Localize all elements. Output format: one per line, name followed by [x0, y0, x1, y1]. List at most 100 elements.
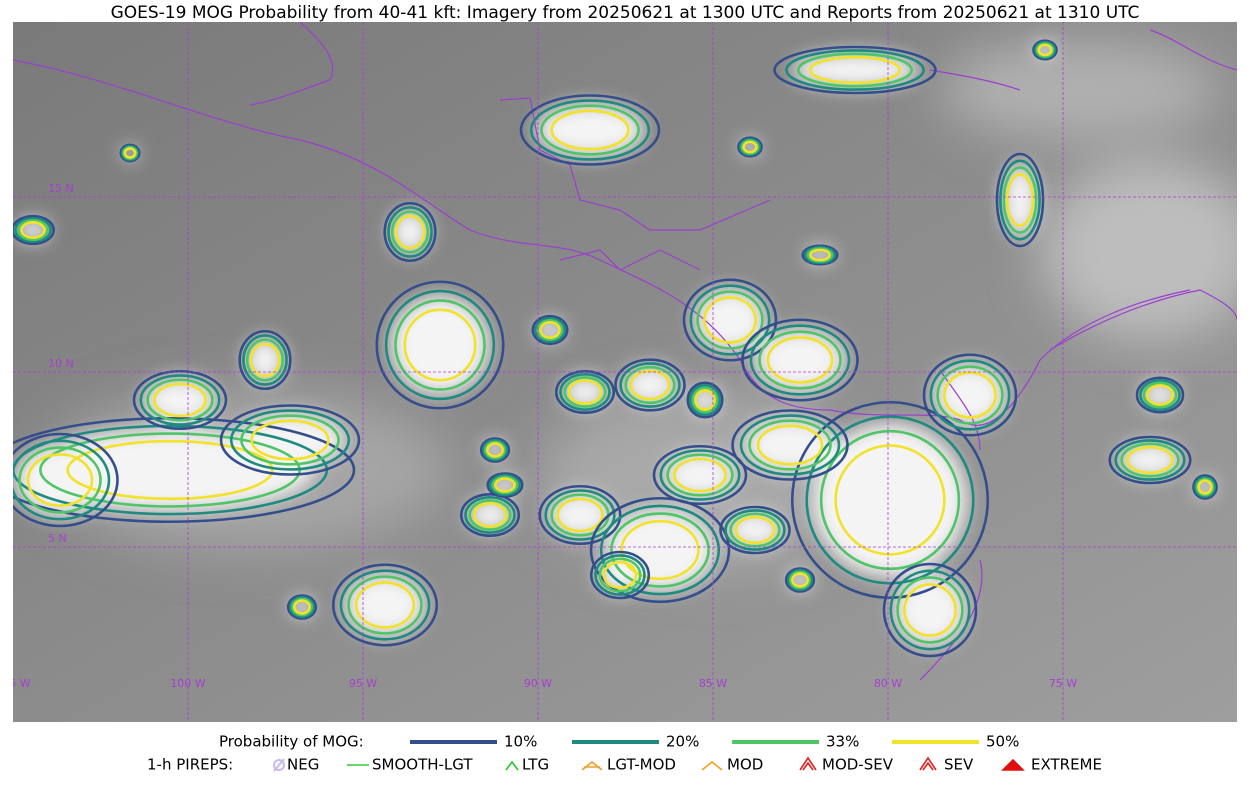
probability-contour — [619, 362, 681, 408]
probability-contour — [805, 415, 975, 585]
probability-contour — [806, 247, 834, 263]
probability-contour — [531, 314, 569, 346]
probability-contour — [673, 457, 727, 493]
probability-contour — [929, 359, 1011, 431]
probability-contour — [146, 378, 214, 422]
probability-contour — [1002, 166, 1038, 234]
probability-contour — [936, 365, 1004, 425]
borders — [13, 22, 1237, 681]
probability-contour — [740, 139, 760, 155]
legend-label: 50% — [986, 733, 1019, 751]
pirep-symbol — [505, 760, 519, 771]
probability-contour — [13, 439, 111, 521]
probability-contour — [1033, 40, 1057, 60]
title: GOES-19 MOG Probability from 40-41 kft: … — [111, 3, 1140, 23]
legend-label: 33% — [826, 733, 859, 751]
probability-contour — [748, 419, 832, 471]
probability-contour — [809, 248, 831, 262]
probability-contour — [1139, 378, 1181, 411]
probability-contour — [66, 439, 274, 501]
probability-contour — [599, 504, 721, 596]
probability-contour — [1035, 42, 1055, 58]
lon-label: 100 W — [170, 677, 205, 690]
legend-label: EXTREME — [1031, 756, 1102, 774]
legend-label: 10% — [504, 733, 537, 751]
probability-contour — [488, 473, 521, 497]
probability-contour — [1192, 474, 1218, 500]
probability-contour — [666, 453, 734, 497]
probability-contour — [808, 55, 902, 85]
probability-contour — [13, 214, 55, 246]
probability-contour — [688, 383, 721, 416]
probability-contour — [229, 409, 351, 471]
probability-contour — [1005, 173, 1035, 227]
probability-contour — [394, 299, 486, 391]
probability-contour — [788, 570, 812, 590]
probability-contour — [610, 512, 710, 588]
probability-contour — [139, 374, 221, 426]
probability-contour — [896, 576, 964, 644]
probability-contour — [533, 316, 566, 344]
legend-label: SEV — [944, 756, 974, 774]
probability-contour — [563, 376, 607, 408]
probability-contour — [14, 216, 52, 244]
probability-contour — [803, 245, 836, 265]
probability-contour — [288, 595, 316, 619]
probability-contour — [614, 358, 686, 412]
probability-contour — [567, 379, 603, 405]
probability-contour — [629, 369, 671, 401]
probability-contour — [479, 437, 511, 463]
probability-contour — [18, 446, 102, 514]
probability-contour — [1195, 477, 1215, 497]
probability-contour — [620, 519, 700, 581]
probability-contour — [383, 201, 437, 263]
probability-contour — [331, 563, 439, 647]
probability-contour — [403, 308, 477, 382]
probability-contour — [729, 512, 781, 548]
probability-contour — [791, 572, 809, 588]
probability-contour — [1135, 376, 1185, 414]
probability-contour — [756, 424, 824, 466]
probability-contour — [387, 206, 433, 258]
probability-contour — [554, 369, 616, 414]
probability-contour — [882, 562, 978, 658]
probability-contour — [250, 419, 330, 461]
probability-contour — [682, 278, 778, 362]
probability-contour — [589, 550, 651, 600]
lon-label: 85 W — [699, 677, 727, 690]
probability-contour — [995, 152, 1045, 248]
probability-contour — [1037, 43, 1053, 57]
probability-contour — [1145, 384, 1175, 406]
probability-contour — [819, 429, 961, 571]
map: 15 N 10 N 5 N 105 W 100 W 95 W 90 W 85 W 80 W 75 … — [13, 22, 1237, 722]
probability-contour — [13, 432, 119, 528]
probability-contour — [790, 400, 990, 600]
probability-contour — [290, 597, 314, 617]
legend-label: SMOOTH-LGT — [372, 756, 473, 774]
probability-contour — [758, 330, 842, 390]
probability-contour — [468, 499, 512, 531]
probability-contour — [691, 386, 719, 414]
probability-contour — [594, 554, 646, 596]
probability-contour — [494, 477, 516, 493]
probability-contour — [486, 472, 524, 498]
probability-contour — [538, 484, 622, 546]
probability-contour — [659, 449, 741, 501]
probability-contour — [598, 557, 642, 593]
probability-contour — [293, 599, 311, 615]
probability-contour — [737, 136, 763, 158]
probability-contour — [544, 489, 616, 541]
pirep-symbol — [273, 759, 285, 771]
probability-contour — [689, 284, 771, 356]
probability-contour — [394, 214, 426, 250]
probability-contour — [483, 440, 507, 460]
probability-contour — [652, 444, 748, 506]
probability-contour — [1142, 381, 1178, 409]
probability-contour — [1108, 435, 1192, 485]
lat-label: 5 N — [48, 532, 67, 545]
probability-contour — [624, 365, 676, 405]
pirep-symbol — [1001, 758, 1025, 771]
probability-contour — [245, 338, 285, 382]
graticule-labels: 15 N 10 N 5 N 105 W 100 W 95 W 90 W 85 W 80 W 75 … — [13, 182, 1077, 690]
